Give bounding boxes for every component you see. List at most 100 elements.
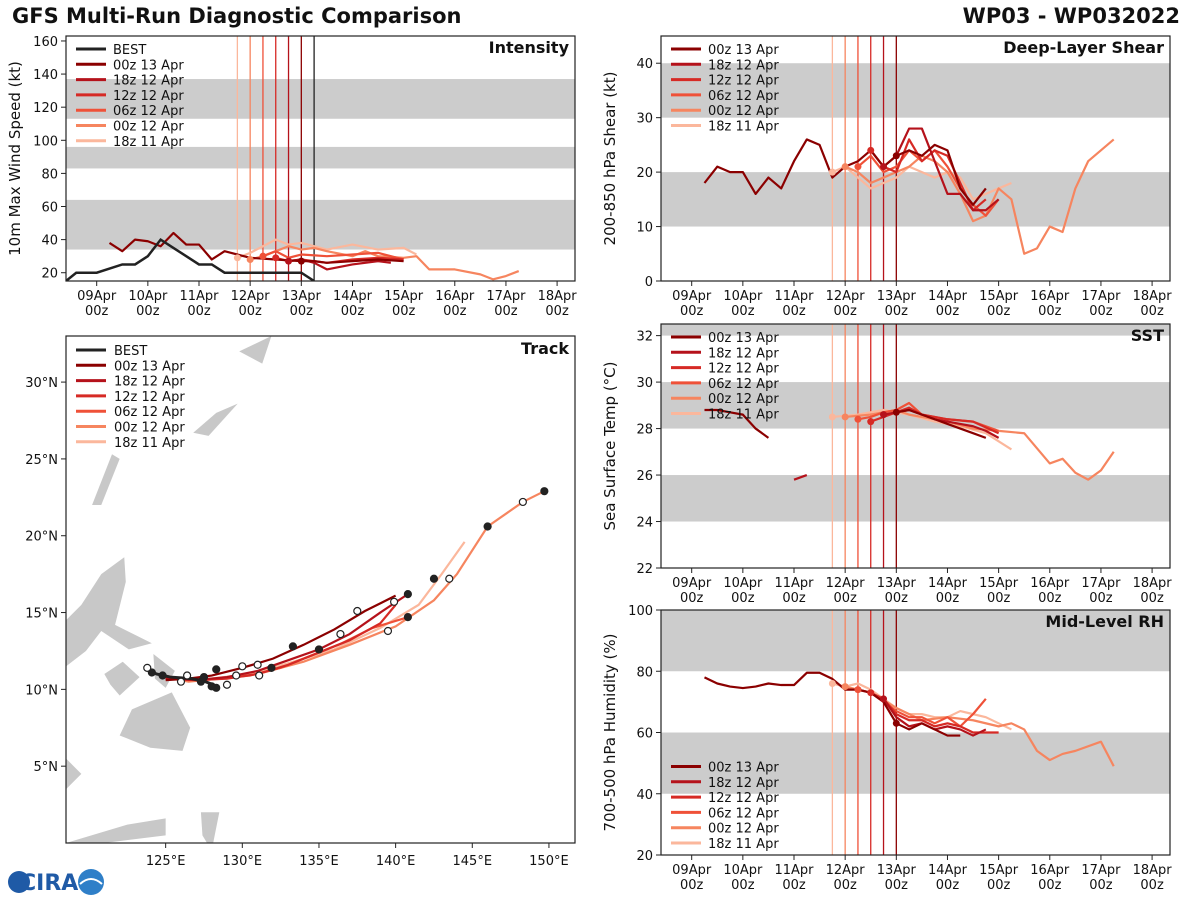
sst-frame	[660, 323, 1171, 569]
intensity-series-line	[236, 238, 417, 259]
sst-y-tick-label: 26	[636, 469, 653, 484]
rh-x-tick-label: 18Apr	[1133, 863, 1173, 878]
rh-legend-label: 18z 11 Apr	[708, 837, 779, 852]
track-marker	[222, 680, 232, 689]
track-marker	[183, 671, 192, 680]
storm-id: WP03 - WP032022	[962, 4, 1180, 28]
rh-init-marker	[828, 680, 836, 687]
intensity-x-tick-label: 00z	[392, 304, 416, 319]
intensity-legend-label: 18z 12 Apr	[113, 74, 184, 89]
lon-tick-label: 125°E	[146, 854, 186, 869]
rh-init-marker	[892, 719, 900, 727]
svg-text:CIRA: CIRA	[20, 871, 78, 896]
sst-x-tick-label: 14Apr	[928, 576, 968, 591]
intensity-x-tick-label: 00z	[187, 304, 211, 319]
shear-y-tick-label: 40	[636, 57, 653, 72]
shear-x-tick-label: 13Apr	[877, 289, 917, 304]
shear-x-tick-label: 12Apr	[826, 289, 866, 304]
shear-init-marker	[841, 163, 849, 171]
shear-y-label: 200-850 hPa Shear (kt)	[601, 72, 619, 246]
intensity-init-marker	[272, 254, 280, 262]
shear-x-tick-label: 00z	[680, 304, 704, 319]
shear-x-tick-label: 00z	[885, 304, 909, 319]
rh-x-tick-label: 17Apr	[1081, 863, 1121, 878]
intensity-x-tick-label: 00z	[85, 304, 109, 319]
track-marker	[288, 642, 298, 651]
shear-legend-label: 18z 12 Apr	[708, 58, 779, 73]
rh-y-label: 700-500 hPa Humidity (%)	[601, 633, 619, 831]
intensity-legend-label: 00z 13 Apr	[113, 58, 184, 73]
track-marker	[540, 487, 549, 496]
rh-x-tick-label: 00z	[936, 878, 960, 893]
sst-legend-label: 18z 12 Apr	[708, 346, 779, 361]
intensity-legend-label: 00z 12 Apr	[113, 120, 184, 135]
shear-x-tick-label: 00z	[1140, 304, 1164, 319]
rh-y-tick-label: 100	[628, 604, 653, 619]
intensity-legend-label: BEST	[113, 43, 146, 58]
track-marker	[255, 671, 264, 680]
track-line-00z-12-Apr	[162, 490, 545, 683]
land-mass-9	[239, 336, 272, 364]
intensity-x-tick-label: 14Apr	[333, 289, 373, 304]
sst-init-marker	[854, 415, 862, 423]
shear-title: Deep-Layer Shear	[1003, 38, 1164, 57]
shear-x-tick-label: 00z	[987, 304, 1011, 319]
rh-y-tick-label: 80	[636, 665, 653, 680]
track-marker	[238, 662, 247, 671]
rh-x-tick-label: 00z	[680, 878, 704, 893]
rh-series-line	[832, 682, 1012, 731]
rh-series-line	[704, 671, 961, 737]
lat-tick-label: 30°N	[25, 376, 58, 391]
rh-x-tick-label: 00z	[731, 878, 755, 893]
track-marker	[199, 672, 209, 682]
legend-label: 06z 12 Apr	[114, 405, 185, 420]
shear-x-tick-label: 17Apr	[1081, 289, 1121, 304]
lat-tick-label: 10°N	[25, 683, 58, 698]
lat-tick-label: 25°N	[25, 453, 58, 468]
intensity-y-label: 10m Max Wind Speed (kt)	[6, 61, 24, 256]
lon-tick-label: 135°E	[299, 854, 339, 869]
lon-tick-label: 150°E	[529, 854, 569, 869]
shear-y-tick-label: 10	[636, 221, 653, 236]
track-marker	[483, 522, 492, 531]
rh-x-tick-label: 10Apr	[723, 863, 763, 878]
sst-x-tick-label: 00z	[731, 591, 755, 606]
cira-logo: CIRA	[8, 869, 104, 896]
intensity-y-tick-label: 60	[41, 201, 58, 216]
rh-series-line	[844, 685, 1115, 767]
sst-init-marker	[892, 408, 900, 416]
intensity-x-tick-label: 17Apr	[486, 289, 526, 304]
rh-x-tick-label: 00z	[885, 878, 909, 893]
sst-y-tick-label: 32	[636, 330, 653, 345]
land-mass-6	[200, 812, 220, 843]
sst-legend-label: 06z 12 Apr	[708, 377, 779, 392]
track-plot-area	[66, 336, 549, 843]
land-mass-2	[153, 654, 175, 688]
rh-init-marker	[867, 689, 875, 697]
intensity-series-line	[262, 250, 404, 261]
intensity-x-tick-label: 00z	[545, 304, 569, 319]
sst-x-tick-label: 18Apr	[1133, 576, 1173, 591]
sst-shade-band	[661, 324, 1170, 336]
track-marker	[403, 613, 412, 622]
shear-series-line	[882, 127, 1000, 212]
legend-label: 12z 12 Apr	[114, 390, 185, 405]
sst-init-marker	[880, 411, 888, 419]
intensity-y-tick-label: 20	[41, 267, 58, 282]
track-marker	[207, 682, 216, 691]
sst-legend-label: 00z 13 Apr	[708, 331, 779, 346]
shear-series-line	[831, 165, 1012, 201]
track-marker	[429, 574, 439, 583]
intensity-init-marker	[297, 257, 305, 265]
sst-x-tick-label: 00z	[987, 591, 1011, 606]
rh-init-marker	[880, 695, 888, 703]
sst-series-line	[704, 408, 770, 439]
sst-x-tick-label: 11Apr	[774, 576, 814, 591]
rh-shade-band	[661, 732, 1170, 794]
track-marker	[383, 626, 393, 636]
shear-init-marker	[828, 168, 836, 176]
shear-legend-label: 06z 12 Apr	[708, 89, 779, 104]
land-mass-7	[92, 454, 120, 505]
rh-x-tick-label: 00z	[833, 878, 857, 893]
